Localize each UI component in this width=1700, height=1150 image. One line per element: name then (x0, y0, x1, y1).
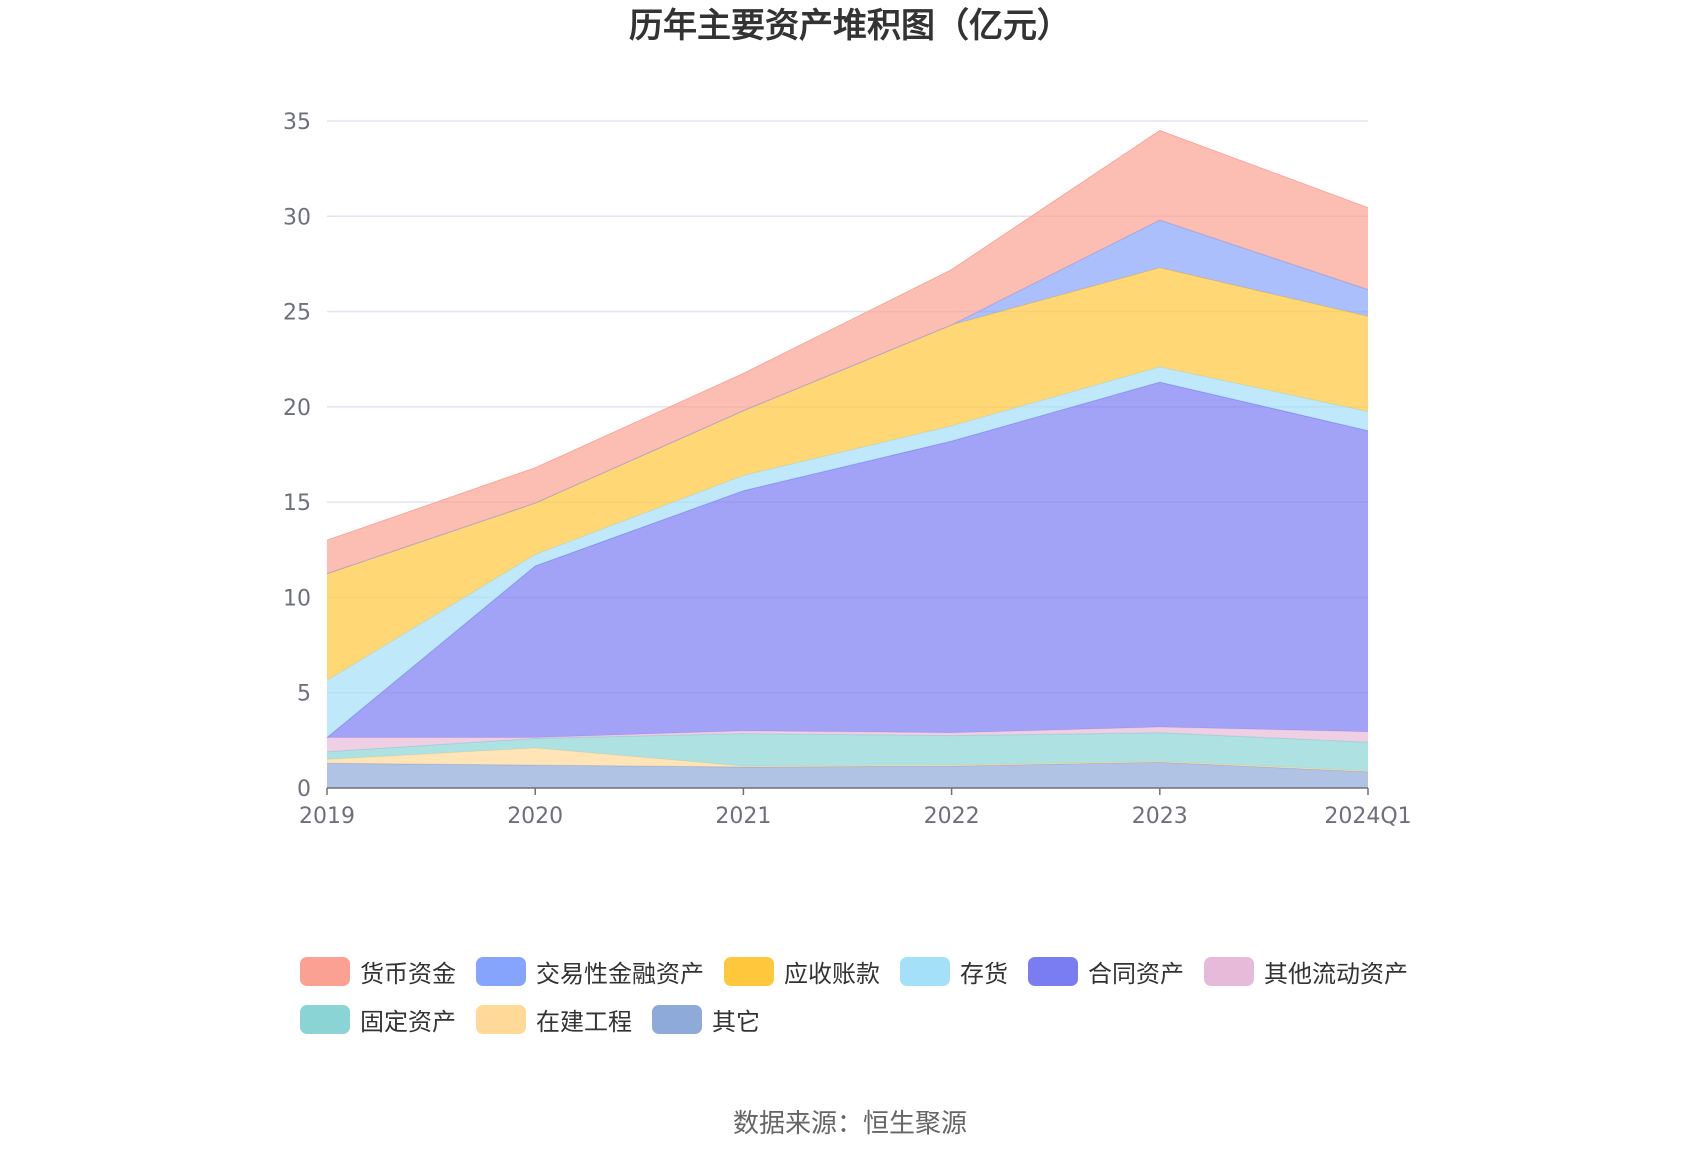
legend-swatch (1028, 956, 1078, 986)
legend-label: 应收账款 (784, 959, 880, 988)
source-note: 数据来源：恒生聚源 (732, 1109, 967, 1139)
legend-swatch (300, 956, 350, 986)
legend-label: 其它 (712, 1007, 760, 1036)
legend-item-9[interactable]: 其它 (652, 1003, 760, 1036)
legend-label: 在建工程 (536, 1007, 632, 1036)
chart-title: 历年主要资产堆积图（亿元） (629, 6, 1071, 46)
x-tick-label-5: 2024Q1 (1324, 804, 1411, 829)
area-series-2 (327, 747, 1368, 772)
x-tick-label-2: 2021 (715, 804, 771, 829)
legend-swatch (1204, 956, 1254, 986)
y-tick-label-25: 25 (283, 301, 311, 326)
area-series-8 (327, 220, 1368, 574)
y-tick-label-30: 30 (283, 205, 311, 230)
y-tick-label-20: 20 (283, 396, 311, 421)
area-series-3 (327, 732, 1368, 771)
legend-item-8[interactable]: 在建工程 (476, 1003, 632, 1036)
legend-item-5[interactable]: 合同资产 (1028, 955, 1184, 988)
area-series-layer (326, 129, 1369, 788)
x-tick-label-0: 2019 (299, 804, 355, 829)
legend-swatch (652, 1004, 702, 1034)
legend: 货币资金 交易性金融资产 应收账款 存货 合同资产 其他流动资产固定资产 在建工程 其它 (300, 955, 1440, 1036)
legend-swatch (724, 956, 774, 986)
y-tick-label-10: 10 (283, 586, 311, 611)
x-tick-label-1: 2020 (507, 804, 563, 829)
legend-item-6[interactable]: 其他流动资产 (1204, 955, 1408, 988)
y-tick-label-35: 35 (283, 110, 311, 135)
area-series-7 (327, 267, 1368, 681)
legend-label: 固定资产 (360, 1007, 456, 1036)
y-tick-label-15: 15 (283, 491, 311, 516)
area-series-9 (327, 130, 1368, 574)
legend-item-7[interactable]: 固定资产 (300, 1003, 456, 1036)
legend-swatch (476, 956, 526, 986)
area-series-4 (327, 727, 1368, 752)
x-tick-label-3: 2022 (924, 804, 980, 829)
x-tick-label-4: 2023 (1132, 804, 1188, 829)
y-tick-label-0: 0 (297, 777, 311, 802)
legend-label: 合同资产 (1088, 959, 1184, 988)
legend-item-2[interactable]: 交易性金融资产 (476, 955, 704, 988)
legend-item-4[interactable]: 存货 (900, 955, 1008, 988)
area-series-6 (327, 366, 1368, 738)
area-series-5 (327, 382, 1368, 738)
legend-swatch (900, 956, 950, 986)
y-tick-label-5: 5 (297, 682, 311, 707)
area-edge-series-9 (326, 129, 1369, 541)
legend-label: 交易性金融资产 (536, 959, 704, 988)
legend-label: 其他流动资产 (1264, 959, 1408, 988)
legend-swatch (476, 1004, 526, 1034)
area-series-1 (327, 762, 1368, 788)
legend-label: 存货 (960, 959, 1008, 988)
axes: 0 5 10 15 20 25 30 35 2019 2020 2021 2022 2023 2024Q1 (283, 110, 1412, 829)
legend-label: 货币资金 (360, 959, 456, 988)
legend-item-3[interactable]: 应收账款 (724, 955, 880, 988)
legend-swatch (300, 1004, 350, 1034)
legend-item-1[interactable]: 货币资金 (300, 955, 456, 988)
